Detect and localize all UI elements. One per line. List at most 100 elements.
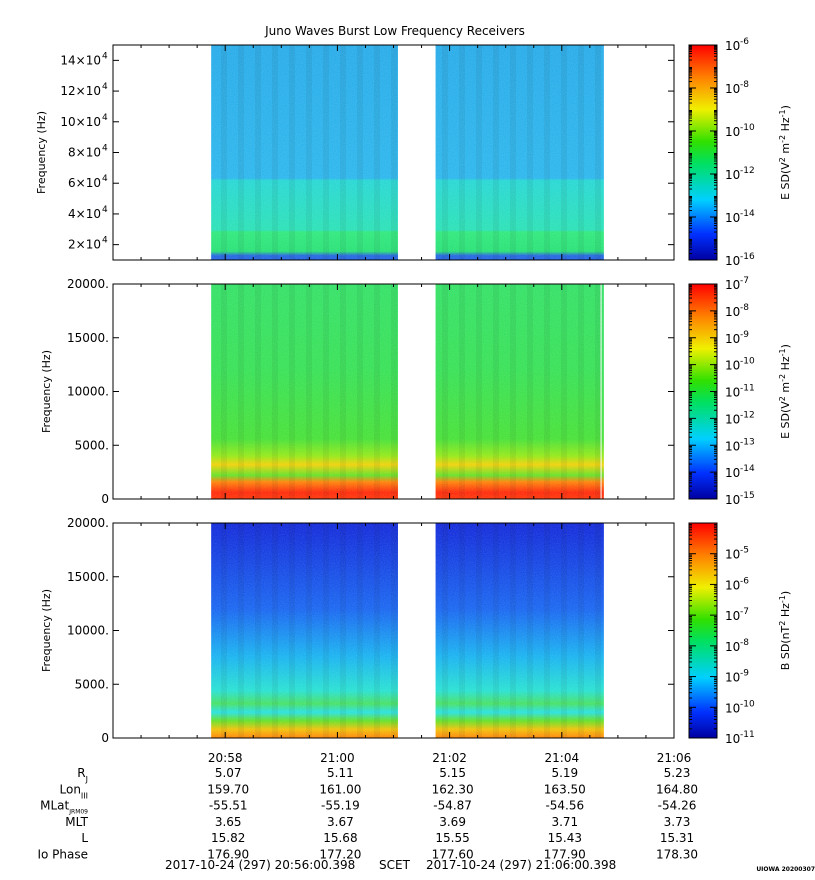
ephemeris-value: 161.00 [319, 782, 361, 796]
ephemeris-row-label: RJ [77, 766, 88, 784]
colorbar-tick-label: 10 [725, 732, 740, 746]
ephemeris-value: 176.90 [207, 848, 249, 862]
y-tick-label: 0 [101, 731, 109, 745]
spectrogram-panel-2: 0 5000. 10000. 15000. 20000. Frequency (Hz) [40, 277, 675, 506]
colorbar-tick-label: 10 [725, 671, 740, 685]
colorbar-tick-label: 10 [725, 640, 740, 654]
spectrogram-panel-1: 2×10 44×10 46×10 48×10 410×10 412×10 414×10 4Fr… [35, 44, 675, 261]
y-axis-label: Frequency (Hz) [40, 350, 53, 433]
ephemeris-value: 15.68 [323, 831, 357, 845]
scet-label: SCET [379, 858, 410, 872]
ephemeris-value: 178.30 [656, 848, 698, 862]
ephemeris-value: -55.51 [209, 799, 248, 813]
colorbar-tick-label: 10 [725, 359, 740, 373]
ephemeris-row-label: Io Phase [37, 848, 88, 862]
y-tick-label: 14×10 [60, 53, 101, 67]
ephemeris-value: -54.26 [658, 799, 697, 813]
y-tick-label: 15000. [67, 570, 109, 584]
colorbar-tick-label: 10 [725, 211, 740, 225]
spectrogram-noise [211, 284, 398, 499]
spectrogram-noise [435, 523, 604, 738]
ephemeris-value: 5.15 [439, 766, 466, 780]
colorbar-tick-exponent: -14 [740, 464, 755, 474]
colorbar-tick-label: 10 [725, 701, 740, 715]
ephemeris-value: 15.43 [548, 831, 582, 845]
colorbar-tick-exponent: -8 [740, 80, 749, 90]
ephemeris-value: 15.31 [660, 831, 694, 845]
y-tick-exponent: 4 [102, 174, 108, 184]
ephemeris-value: 3.65 [215, 815, 242, 829]
ephemeris-value: 5.11 [327, 766, 354, 780]
colorbar-tick-label: 10 [725, 82, 740, 96]
ephemeris-value: 164.80 [656, 782, 698, 796]
colorbar-tick-exponent: -12 [740, 410, 755, 420]
x-tick-label: 20:58 [208, 751, 243, 765]
y-axis-label: Frequency (Hz) [40, 589, 53, 672]
colorbar-tick-label: 10 [725, 493, 740, 507]
y-tick-label: 4×10 [68, 207, 101, 221]
colorbar-tick-exponent: -16 [740, 252, 755, 262]
colorbar-tick-label: 10 [725, 439, 740, 453]
colorbar-tick-exponent: -11 [740, 384, 755, 394]
ephemeris-value: 3.69 [439, 815, 466, 829]
y-tick-exponent: 4 [102, 51, 108, 61]
y-tick-exponent: 4 [102, 113, 108, 123]
y-tick-label: 10000. [67, 624, 109, 638]
colorbar-tick-label: 10 [725, 305, 740, 319]
colorbar-tick-label: 10 [725, 278, 740, 292]
spectrogram-panel-3: 0 5000. 10000. 15000. 20000. Frequency (Hz) [40, 516, 675, 745]
ephemeris-value: 5.19 [551, 766, 578, 780]
colorbar-tick-exponent: -10 [740, 123, 755, 133]
colorbar-gradient [688, 44, 718, 261]
colorbar-tick-label: 10 [725, 548, 740, 562]
y-axis-label: Frequency (Hz) [35, 111, 48, 194]
colorbar-label: B SD(nT2 Hz-1) [778, 591, 793, 670]
ephemeris-value: -54.56 [545, 799, 584, 813]
ephemeris-value: 177.90 [544, 848, 586, 862]
y-tick-label: 6×10 [68, 176, 101, 190]
y-tick-label: 15000. [67, 331, 109, 345]
colorbar-gradient [688, 522, 718, 739]
ephemeris-value: 3.71 [551, 815, 578, 829]
colorbar-tick-label: 10 [725, 466, 740, 480]
ephemeris-value: 162.30 [432, 782, 474, 796]
y-tick-exponent: 4 [102, 205, 108, 215]
colorbar-tick-exponent: -13 [740, 437, 755, 447]
ephemeris-value: 159.70 [207, 782, 249, 796]
colorbar-tick-exponent: -7 [740, 276, 749, 286]
end-time: 2017-10-24 (297) 21:06:00.398 [426, 858, 617, 872]
y-tick-label: 20000. [67, 516, 109, 530]
y-tick-label: 0 [101, 492, 109, 506]
y-tick-label: 12×10 [60, 84, 101, 98]
colorbar-tick-exponent: -10 [740, 699, 755, 709]
colorbar-tick-exponent: -14 [740, 209, 755, 219]
y-tick-exponent: 4 [102, 144, 108, 154]
colorbar-tick-exponent: -8 [740, 303, 749, 313]
colorbar-tick-exponent: -12 [740, 166, 755, 176]
chart-title: Juno Waves Burst Low Frequency Receivers [265, 24, 525, 38]
x-tick-label: 21:04 [545, 751, 580, 765]
colorbar-tick-label: 10 [725, 578, 740, 592]
spectrogram-noise [435, 284, 604, 499]
ephemeris-value: 15.55 [435, 831, 469, 845]
colorbar-tick-exponent: -9 [740, 330, 749, 340]
colorbar-tick-exponent: -11 [740, 730, 755, 740]
ephemeris-value: -54.87 [433, 799, 472, 813]
ephemeris-value: 163.50 [544, 782, 586, 796]
colorbar-tick-label: 10 [725, 39, 740, 53]
y-tick-label: 10000. [67, 385, 109, 399]
y-tick-label: 2×10 [68, 238, 101, 252]
spectrogram-noise [435, 45, 604, 260]
ephemeris-row-label: MLatJRM09 [40, 799, 88, 816]
colorbar-tick-label: 10 [725, 386, 740, 400]
colorbar-label: E SD(V2 m-2 Hz-1) [778, 344, 793, 439]
y-tick-label: 10×10 [60, 115, 101, 129]
x-tick-label: 21:06 [657, 751, 692, 765]
colorbar-tick-label: 10 [725, 609, 740, 623]
ephemeris-value: 5.07 [215, 766, 242, 780]
y-tick-exponent: 4 [102, 236, 108, 246]
ephemeris-value: -55.19 [321, 799, 360, 813]
colorbar-tick-label: 10 [725, 168, 740, 182]
